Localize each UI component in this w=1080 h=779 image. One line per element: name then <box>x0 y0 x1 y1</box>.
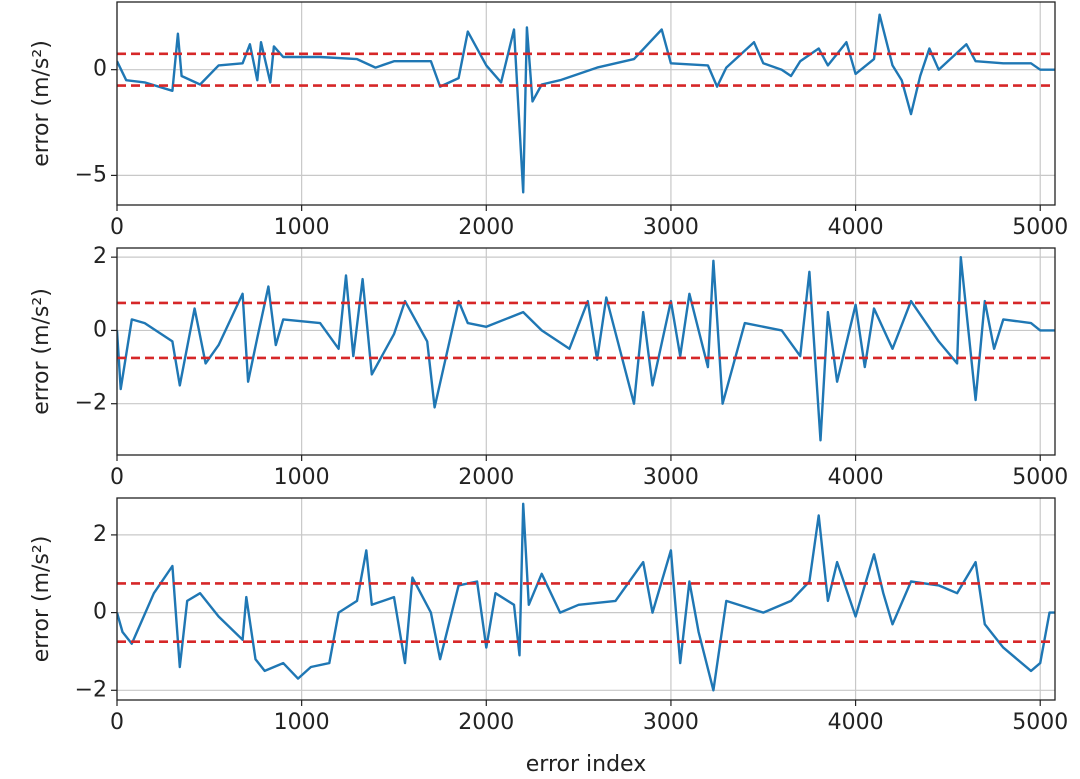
y-tick-label: 0 <box>93 317 107 342</box>
x-tick-label: 2000 <box>458 215 514 240</box>
x-tick-label: 5000 <box>1012 465 1068 490</box>
x-tick-label: 3000 <box>643 710 699 735</box>
axes-frame <box>116 497 1056 701</box>
x-tick-label: 2000 <box>458 465 514 490</box>
x-tick-label: 2000 <box>458 710 514 735</box>
y-tick-label: 2 <box>93 244 107 269</box>
axes-frame <box>116 247 1056 456</box>
x-tick-label: 0 <box>110 710 124 735</box>
axes-frame <box>116 1 1056 206</box>
x-tick-label: 3000 <box>643 465 699 490</box>
x-tick-label: 4000 <box>828 710 884 735</box>
y-tick-label: 0 <box>93 57 107 82</box>
x-tick-label: 5000 <box>1012 215 1068 240</box>
subplot: 0 1000 2000 3000 4000 5000 −2 0 2 error (m/s²) <box>29 244 1068 490</box>
x-tick-label: 5000 <box>1012 710 1068 735</box>
x-tick-label: 4000 <box>828 465 884 490</box>
x-tick-label: 1000 <box>274 710 330 735</box>
data-line <box>117 502 1055 692</box>
x-axis-label: error index <box>526 752 646 777</box>
data-line <box>117 256 1055 442</box>
y-axis-label: error (m/s²) <box>29 536 54 663</box>
x-tick-label: 1000 <box>274 215 330 240</box>
x-tick-label: 0 <box>110 465 124 490</box>
y-tick-label: −5 <box>75 162 107 187</box>
y-tick-label: 2 <box>93 522 107 547</box>
y-tick-label: −2 <box>75 391 107 416</box>
data-line <box>117 13 1055 194</box>
y-axis-label: error (m/s²) <box>29 40 54 167</box>
y-tick-label: −2 <box>75 677 107 702</box>
y-tick-label: 0 <box>93 600 107 625</box>
y-axis-label: error (m/s²) <box>29 288 54 415</box>
x-tick-label: 4000 <box>828 215 884 240</box>
x-tick-label: 1000 <box>274 465 330 490</box>
subplot: 0 1000 2000 3000 4000 5000 −5 0 error (m/s²) <box>29 1 1068 240</box>
x-tick-label: 3000 <box>643 215 699 240</box>
x-tick-label: 0 <box>110 215 124 240</box>
